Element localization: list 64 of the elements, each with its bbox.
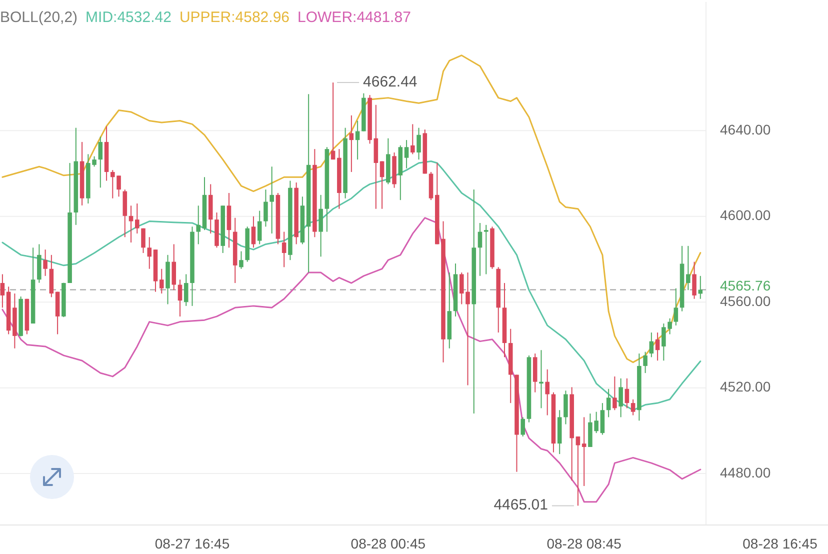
candlestick [178, 279, 182, 317]
candlestick [147, 236, 152, 270]
candlestick [649, 332, 654, 358]
x-tick-label: 08-28 00:45 [350, 536, 426, 552]
candlestick [478, 222, 482, 276]
candlestick [135, 202, 140, 234]
candlestick [43, 249, 48, 276]
y-tick-label: 4640.00 [720, 121, 771, 138]
candlestick [172, 244, 176, 291]
candlestick [606, 388, 611, 418]
candlestick [404, 140, 409, 169]
candlestick [484, 224, 488, 275]
candlestick [630, 398, 636, 416]
x-tick-label: 08-27 16:45 [154, 536, 230, 552]
candlestick [618, 378, 623, 418]
ref-line-label: 4565.76 [720, 277, 771, 294]
x-tick-label: 08-28 08:45 [546, 536, 622, 552]
candlestick [141, 228, 146, 254]
text: LOWER:4481.87 [298, 9, 411, 26]
candlestick [98, 136, 103, 188]
candlestick [239, 250, 244, 270]
text: MID:4532.42 [86, 9, 172, 26]
candlestick [520, 416, 525, 437]
candlestick [0, 274, 5, 308]
candlestick [355, 120, 360, 160]
candlestick [251, 216, 256, 248]
candlestick [600, 402, 605, 436]
candlestick [655, 332, 660, 362]
x-tick-label: 08-28 16:45 [742, 536, 818, 552]
candlestick [686, 245, 690, 291]
y-tick-label: 4560.00 [720, 292, 771, 309]
candlestick [159, 268, 164, 294]
candlestick [330, 82, 336, 160]
legend-title: BOLL(20,2) [0, 9, 78, 26]
line-series [2, 160, 702, 411]
candlestick [539, 350, 544, 409]
candlestick [270, 166, 274, 234]
text: UPPER:4582.96 [179, 9, 290, 26]
y-tick-label: 4600.00 [720, 207, 771, 224]
candlestick [564, 390, 568, 425]
candlestick [257, 210, 262, 245]
candlestick [410, 124, 415, 155]
candlestick [318, 194, 323, 258]
candlestick [184, 274, 188, 306]
candlestick [196, 205, 201, 245]
candlestick [692, 261, 696, 300]
candlestick [576, 436, 580, 506]
candlestick [282, 231, 286, 268]
candlestick [582, 416, 586, 486]
candlestick [698, 275, 703, 300]
candlestick [128, 205, 134, 243]
candlestick [264, 189, 268, 228]
y-tick-label: 4480.00 [720, 464, 771, 480]
candlestick [612, 376, 617, 411]
candlestick [380, 160, 384, 210]
candlestick [643, 351, 648, 374]
candlestick [545, 368, 550, 416]
candlestick [416, 127, 421, 160]
candlestick [674, 288, 678, 326]
candlestick [624, 378, 630, 409]
annotation: 4465.01 [494, 496, 548, 514]
candlestick [349, 114, 354, 172]
annotation: 4662.44 [363, 73, 418, 90]
y-tick-label: 4520.00 [720, 378, 771, 395]
